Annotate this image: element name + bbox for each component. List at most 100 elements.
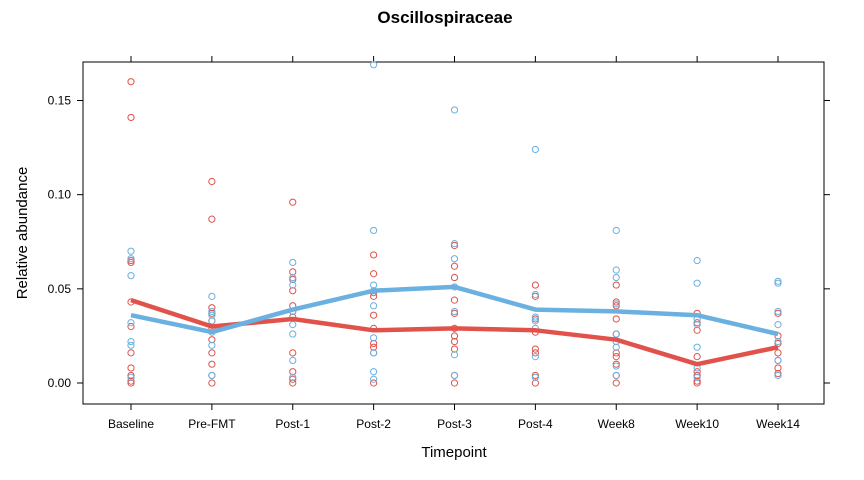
data-point [450,241,459,250]
y-tick-label: 0.00 [48,376,72,390]
data-point [208,311,216,319]
data-point [370,375,378,383]
data-point [612,360,620,368]
data-point [450,371,459,380]
data-point [208,304,216,312]
data-point [774,307,782,316]
data-point [208,379,216,387]
x-tick-label: Week8 [598,417,635,431]
data-point [531,145,539,154]
data-point [289,375,297,383]
data-point [450,296,459,304]
data-point [370,270,378,278]
data-point [127,379,135,387]
data-point [370,349,378,357]
data-point [208,341,216,349]
data-point [127,337,135,346]
data-point [127,256,135,265]
x-tick-label: Post-3 [437,417,472,431]
data-point [289,275,297,284]
data-point [612,298,620,306]
data-point [612,349,620,357]
data-point [612,371,620,380]
data-point [612,226,620,235]
data-point [208,360,216,368]
x-tick-label: Week14 [756,417,800,431]
data-point [774,369,782,378]
data-point [127,113,135,122]
data-point [774,371,782,380]
data-point [531,292,539,300]
data-point [208,349,216,357]
data-point [208,292,216,300]
x-tick-label: Week10 [675,417,719,431]
data-point [127,377,135,385]
data-point [208,371,216,380]
data-point [450,351,459,359]
data-point [208,307,216,316]
data-point [127,272,135,280]
data-point [612,362,620,370]
data-point [612,343,620,351]
data-point [208,309,216,317]
data-point [127,78,135,86]
x-tick-label: Baseline [108,417,154,431]
data-point [208,336,216,344]
data-point [370,292,378,300]
data-point [289,258,297,267]
data-point [774,356,782,364]
data-point [127,319,135,327]
data-point [531,313,539,321]
data-point [450,379,459,387]
data-point [774,279,782,287]
data-point [289,268,297,276]
data-point [127,258,135,267]
data-point [531,290,539,299]
data-point [774,337,782,346]
data-point [370,302,378,310]
data-point [289,287,297,295]
data-point [612,330,620,338]
y-tick-label: 0.15 [48,94,72,108]
data-point [370,379,378,387]
data-point [450,309,459,317]
data-point [289,349,297,357]
data-point [612,300,620,308]
data-point [774,349,782,357]
data-point [450,262,459,270]
data-point [370,281,378,289]
data-point [612,379,620,387]
data-point [450,240,459,248]
data-point [774,321,782,329]
data-point [450,332,459,340]
trend-line-0 [130,297,779,367]
x-tick-label: Post-1 [275,417,310,431]
data-point [289,373,297,381]
data-point [289,198,297,206]
data-point [208,215,216,223]
data-point [612,273,620,282]
data-point [612,302,620,310]
data-point [127,255,135,263]
data-point [127,371,135,380]
data-point [127,373,135,381]
data-point [208,317,216,325]
data-point [127,341,135,349]
data-point [370,61,378,69]
data-point [370,368,378,376]
data-point [531,379,539,387]
data-point [531,373,539,381]
data-point [531,353,539,361]
data-point [693,377,701,385]
data-point [370,251,378,259]
data-point [208,177,216,186]
data-point [774,277,782,285]
data-point [693,353,701,361]
data-point [127,247,135,255]
data-point [370,311,378,319]
data-point [693,319,701,327]
data-point [531,345,539,353]
data-point [531,317,539,325]
x-axis-label: Timepoint [421,444,487,461]
data-point [289,273,297,282]
